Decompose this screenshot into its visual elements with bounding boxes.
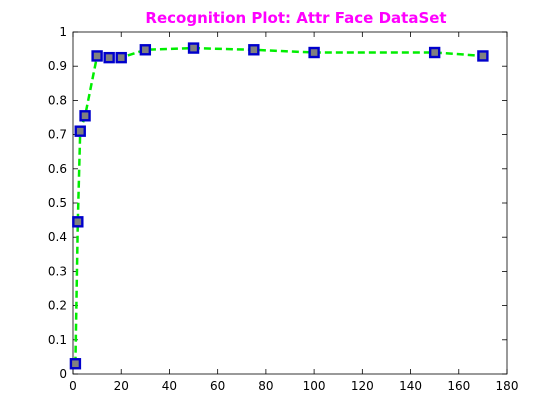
data-point (69, 358, 82, 370)
data-point (139, 44, 152, 56)
y-tick-label: 0.1 (48, 333, 67, 347)
y-tick-label: 0.5 (48, 196, 67, 210)
series-layer (69, 42, 489, 370)
axes: 0 20 40 60 80 100 120 140 160 180 0 0.1 0.2 0.3 0.4 0.5… (48, 25, 519, 393)
y-tick-label: 1 (59, 25, 67, 39)
data-point (72, 216, 84, 228)
data-point (477, 50, 489, 62)
data-point (428, 46, 441, 59)
y-tick-label: 0.8 (48, 93, 67, 107)
series-line (74, 46, 483, 364)
y-tick-label: 0.6 (48, 162, 67, 176)
x-tick-label: 100 (303, 379, 326, 393)
data-point (248, 44, 260, 56)
y-tick-label: 0.2 (48, 299, 67, 313)
chart-title: Recognition Plot: Attr Face DataSet (145, 9, 446, 27)
x-tick-label: 120 (351, 379, 374, 393)
data-point (79, 110, 91, 122)
y-tick-label: 0.3 (48, 264, 67, 278)
x-tick-label: 0 (69, 379, 77, 393)
data-point (187, 42, 200, 54)
y-tick-label: 0.7 (48, 128, 67, 142)
data-point (91, 50, 103, 62)
data-point (308, 46, 320, 59)
y-tick-label: 0.4 (48, 230, 67, 244)
x-tick-label: 60 (210, 379, 225, 393)
y-tick-label: 0.9 (48, 59, 67, 73)
x-tick-label: 160 (447, 379, 470, 393)
x-tick-label: 40 (162, 379, 177, 393)
data-point (74, 125, 86, 137)
x-tick-label: 20 (114, 379, 129, 393)
x-tick-label: 180 (496, 379, 519, 393)
x-tick-label: 80 (258, 379, 273, 393)
plot-frame (72, 31, 508, 375)
data-point (115, 51, 127, 64)
y-tick-label: 0 (59, 367, 67, 381)
data-point (103, 51, 115, 64)
x-tick-label: 140 (399, 379, 422, 393)
